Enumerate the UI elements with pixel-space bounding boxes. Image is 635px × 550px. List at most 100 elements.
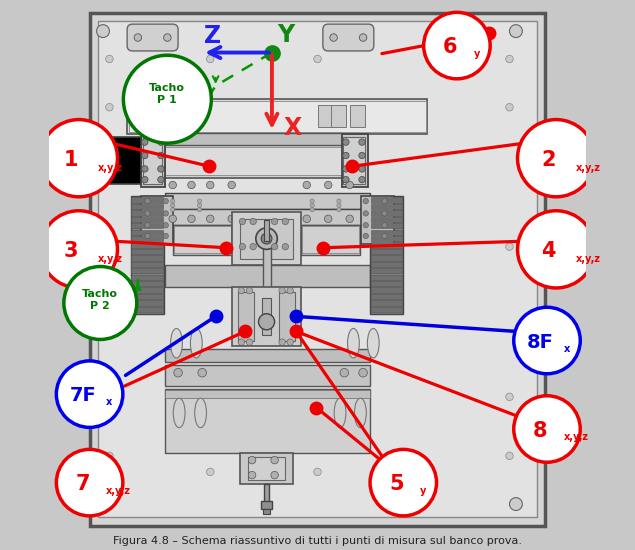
Text: 8F: 8F: [527, 333, 554, 351]
Circle shape: [337, 204, 341, 207]
Bar: [131, 262, 163, 267]
Bar: [140, 196, 173, 244]
Circle shape: [310, 207, 314, 212]
FancyBboxPatch shape: [323, 24, 374, 51]
Bar: [371, 204, 402, 209]
Circle shape: [197, 204, 202, 207]
Bar: [174, 226, 231, 253]
Circle shape: [505, 103, 513, 111]
Circle shape: [518, 211, 595, 288]
Bar: [257, 290, 276, 306]
Bar: [90, 13, 545, 526]
Circle shape: [105, 103, 113, 111]
Circle shape: [363, 223, 368, 228]
Circle shape: [123, 55, 211, 143]
Bar: [131, 236, 163, 241]
Bar: [129, 101, 426, 132]
Bar: [131, 307, 163, 312]
Bar: [164, 389, 370, 453]
Circle shape: [169, 215, 177, 223]
Circle shape: [246, 339, 253, 345]
Circle shape: [346, 215, 354, 223]
Text: 4: 4: [541, 241, 556, 261]
Circle shape: [514, 396, 580, 462]
Circle shape: [250, 244, 257, 250]
Circle shape: [145, 211, 150, 216]
Text: 7: 7: [76, 474, 90, 494]
Circle shape: [228, 182, 236, 189]
Circle shape: [134, 34, 142, 41]
Circle shape: [287, 288, 293, 294]
Circle shape: [271, 218, 278, 225]
Bar: [361, 196, 394, 244]
Bar: [371, 262, 402, 267]
Text: Y: Y: [277, 24, 294, 47]
Bar: [371, 229, 402, 235]
Circle shape: [206, 55, 214, 63]
Circle shape: [370, 449, 436, 516]
Circle shape: [514, 307, 580, 374]
Circle shape: [142, 166, 148, 172]
Bar: [115, 139, 120, 183]
Text: x: x: [564, 344, 570, 354]
Bar: [131, 255, 163, 261]
Bar: [232, 287, 302, 346]
Circle shape: [310, 199, 314, 204]
Circle shape: [271, 456, 278, 464]
Circle shape: [303, 215, 311, 223]
Circle shape: [97, 498, 109, 510]
Circle shape: [248, 471, 256, 479]
Text: y: y: [420, 486, 426, 496]
Circle shape: [346, 182, 354, 189]
Text: x,y,z: x,y,z: [564, 432, 589, 442]
Circle shape: [188, 182, 195, 189]
Bar: [261, 502, 272, 509]
Bar: [144, 137, 162, 184]
Bar: [342, 134, 368, 186]
Circle shape: [169, 182, 177, 189]
Text: x,y,z: x,y,z: [575, 254, 601, 264]
Circle shape: [340, 368, 349, 377]
Bar: [371, 294, 402, 299]
Circle shape: [337, 199, 341, 204]
Circle shape: [424, 12, 490, 79]
Bar: [371, 300, 402, 306]
Circle shape: [314, 468, 321, 476]
Circle shape: [97, 25, 109, 37]
Circle shape: [509, 25, 523, 37]
Text: x: x: [106, 398, 112, 408]
Bar: [164, 266, 370, 287]
Circle shape: [382, 223, 387, 228]
Text: x,y,z: x,y,z: [575, 163, 601, 173]
Circle shape: [505, 243, 513, 250]
Circle shape: [518, 119, 595, 197]
Bar: [100, 139, 105, 183]
Circle shape: [359, 368, 368, 377]
Circle shape: [105, 393, 113, 400]
Circle shape: [271, 244, 278, 250]
Circle shape: [157, 139, 164, 145]
Text: 1: 1: [64, 150, 78, 170]
Ellipse shape: [171, 328, 182, 358]
Bar: [371, 197, 402, 203]
Bar: [371, 281, 402, 287]
Bar: [164, 147, 342, 175]
Bar: [173, 226, 232, 255]
Circle shape: [228, 215, 236, 223]
Circle shape: [157, 177, 164, 183]
Bar: [370, 196, 403, 314]
Circle shape: [505, 55, 513, 63]
Circle shape: [382, 199, 387, 204]
Circle shape: [343, 166, 349, 172]
Bar: [131, 268, 163, 273]
Bar: [262, 298, 271, 335]
Circle shape: [282, 244, 288, 250]
Text: Figura 4.8 – Schema riassuntivo di tutti i punti di misura sul banco prova.: Figura 4.8 – Schema riassuntivo di tutti…: [113, 536, 522, 546]
Circle shape: [188, 215, 195, 223]
Bar: [164, 365, 370, 386]
Circle shape: [238, 339, 244, 345]
Bar: [131, 300, 163, 306]
Circle shape: [382, 233, 387, 239]
Text: x,y,z: x,y,z: [106, 486, 131, 496]
Circle shape: [239, 218, 246, 225]
